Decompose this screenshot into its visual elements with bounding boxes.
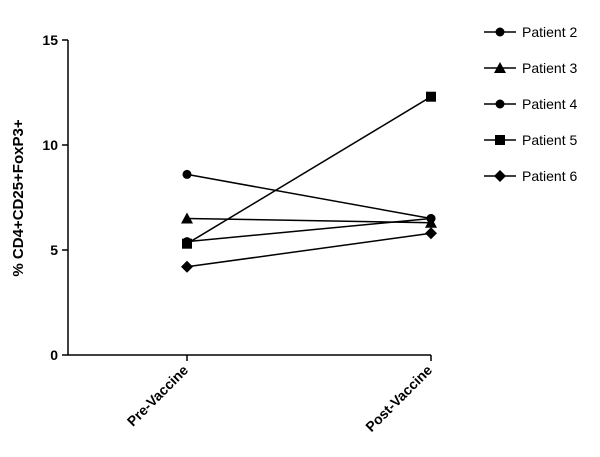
data-point bbox=[181, 260, 193, 273]
series-patient-5 bbox=[182, 91, 436, 249]
y-tick-label: 0 bbox=[50, 347, 58, 363]
legend: Patient 2 Patient 3 Patient 4 Patient 5 Pati… bbox=[484, 24, 577, 184]
data-point bbox=[182, 169, 192, 179]
series-layer bbox=[181, 91, 437, 273]
legend-label: Patient 2 bbox=[522, 24, 577, 40]
y-tick-label: 5 bbox=[50, 242, 58, 258]
legend-marker bbox=[495, 135, 505, 145]
legend-item: Patient 2 bbox=[484, 24, 577, 40]
legend-item: Patient 5 bbox=[484, 132, 577, 148]
data-point bbox=[426, 214, 436, 223]
legend-marker bbox=[494, 62, 506, 73]
axes bbox=[67, 40, 431, 356]
data-point bbox=[425, 227, 437, 240]
legend-item: Patient 6 bbox=[484, 168, 577, 184]
legend-marker bbox=[494, 170, 506, 182]
legend-label: Patient 4 bbox=[522, 96, 577, 112]
x-tick-label: Pre-Vaccine bbox=[124, 362, 192, 430]
legend-label: Patient 5 bbox=[522, 132, 577, 148]
series-line bbox=[186, 173, 432, 220]
x-ticks: Pre-Vaccine Post-Vaccine bbox=[124, 355, 435, 435]
legend-label: Patient 3 bbox=[522, 60, 577, 76]
series-patient-4 bbox=[182, 169, 436, 223]
y-axis-title: % CD4+CD25+FoxP3+ bbox=[10, 119, 27, 276]
legend-label: Patient 6 bbox=[522, 168, 577, 184]
series-patient-3 bbox=[181, 212, 437, 228]
data-point bbox=[181, 212, 193, 224]
legend-marker bbox=[495, 27, 505, 37]
series-patient-6 bbox=[181, 227, 437, 273]
legend-item: Patient 4 bbox=[484, 96, 577, 112]
data-point bbox=[426, 91, 436, 102]
y-tick-label: 10 bbox=[42, 137, 58, 153]
legend-item: Patient 3 bbox=[484, 60, 577, 76]
series-line bbox=[186, 232, 432, 268]
y-tick-label: 15 bbox=[42, 32, 58, 48]
x-tick-label: Post-Vaccine bbox=[362, 362, 435, 435]
legend-marker bbox=[495, 99, 505, 109]
y-ticks: 0 5 10 15 bbox=[42, 32, 68, 363]
data-point bbox=[182, 238, 192, 249]
series-line bbox=[186, 96, 432, 245]
